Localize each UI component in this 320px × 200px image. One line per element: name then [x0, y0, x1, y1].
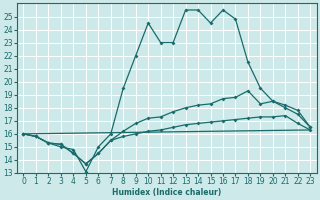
X-axis label: Humidex (Indice chaleur): Humidex (Indice chaleur) [112, 188, 221, 197]
